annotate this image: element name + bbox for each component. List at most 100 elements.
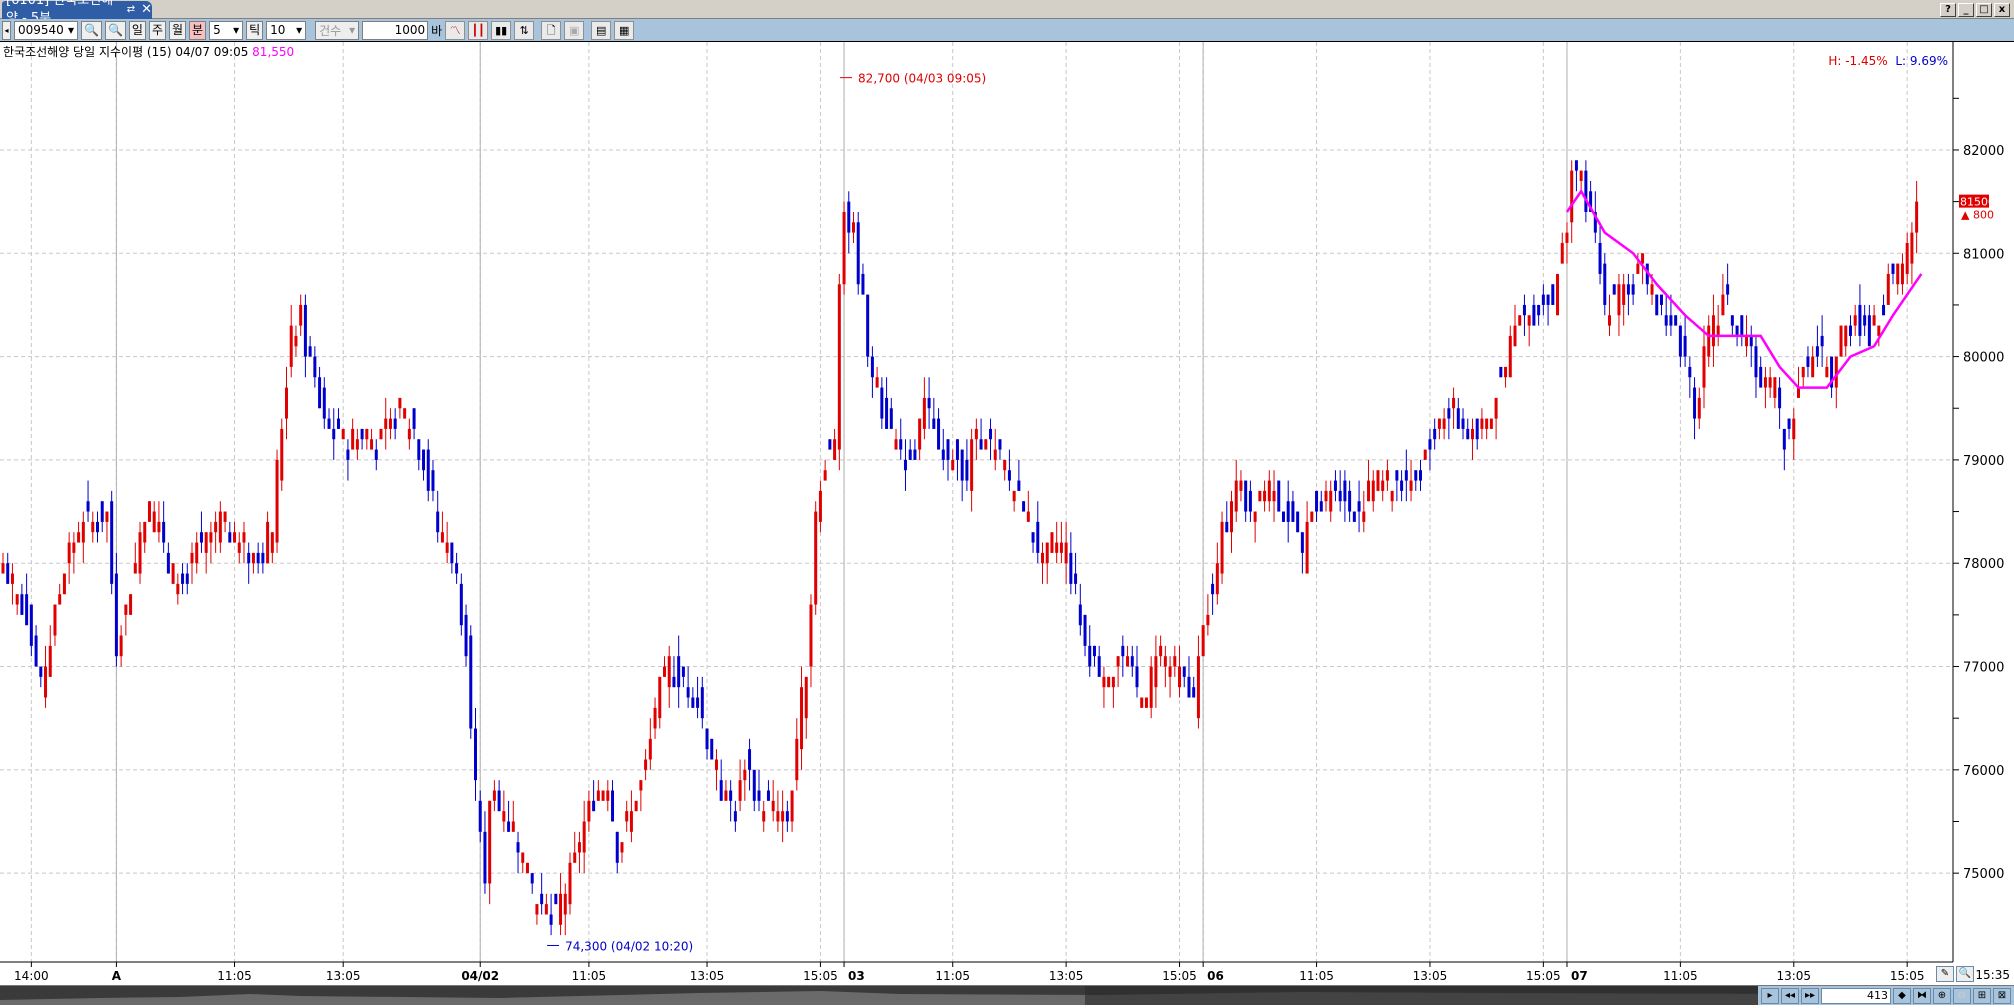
candle-body xyxy=(1220,521,1224,574)
y-tick-label: 82000 xyxy=(1963,144,2004,159)
expand-icon[interactable]: ◆ xyxy=(1893,987,1911,1004)
candle-body xyxy=(351,428,355,450)
maximize-button[interactable]: □ xyxy=(1976,3,1992,17)
candle-body xyxy=(1589,191,1593,212)
candle-body xyxy=(781,811,785,822)
candle-body xyxy=(592,800,596,812)
candle-body xyxy=(544,904,548,915)
candle-body xyxy=(748,749,752,770)
candle-body xyxy=(1848,325,1852,336)
bar-chart-icon[interactable]: ▮▮ xyxy=(491,20,512,40)
tick-combo[interactable]: 10 ▾ xyxy=(266,20,307,40)
zoom-out-icon[interactable]: ⊖ xyxy=(1953,987,1971,1004)
collapse-arrow-icon[interactable]: ◂ xyxy=(2,20,11,40)
candle-body xyxy=(398,397,402,409)
candle-body xyxy=(247,552,251,564)
candle-body xyxy=(1135,666,1139,688)
candle-body xyxy=(1541,294,1545,305)
indicator-title: 한국조선해양 당일 지수이평 (15) 04/07 09:05 xyxy=(3,45,253,59)
candle-body xyxy=(1348,490,1352,512)
help-button[interactable]: ? xyxy=(1940,3,1956,17)
candle-body xyxy=(894,439,898,450)
low-ratio: L: 9.69% xyxy=(1895,54,1948,68)
candle-body xyxy=(573,852,577,863)
candle-body xyxy=(927,397,931,409)
pencil-icon[interactable]: ✎ xyxy=(1936,966,1954,982)
tick-button[interactable]: 틱 xyxy=(246,20,264,40)
bars-count-input[interactable] xyxy=(362,20,429,40)
candle-body xyxy=(644,759,648,770)
current-price-box xyxy=(1959,194,1989,208)
candle-body xyxy=(625,811,629,822)
candle-body xyxy=(1617,284,1621,316)
minimize-button[interactable]: _ xyxy=(1958,3,1974,17)
candle-body xyxy=(157,521,161,533)
candle-body xyxy=(908,449,912,460)
candle-body xyxy=(129,594,133,615)
document-icon[interactable]: 🗋 xyxy=(541,20,562,40)
candle-body xyxy=(856,222,860,285)
up-down-arrow-icon[interactable]: ⇅ xyxy=(514,20,535,40)
period-month-button[interactable]: 월 xyxy=(169,20,187,40)
candle-body xyxy=(251,552,255,564)
candle-body xyxy=(1631,284,1635,295)
candle-body xyxy=(1730,315,1734,326)
reset-icon[interactable]: ⊠ xyxy=(1993,987,2011,1004)
candle-body xyxy=(866,294,870,357)
candle-body xyxy=(790,790,794,822)
candle-body xyxy=(209,532,213,543)
candle-body xyxy=(1688,366,1692,378)
candle-body xyxy=(1069,552,1073,584)
window-tab[interactable]: [6101] 한국조선해양 - 5분 ⇄ ✕ xyxy=(2,0,152,26)
period-minute-button[interactable]: 분 xyxy=(189,20,207,40)
candle-body xyxy=(620,842,624,853)
candle-body xyxy=(488,800,492,884)
current-price-label: 81500 xyxy=(1960,196,1995,209)
search-history-button[interactable]: 🔍 xyxy=(104,20,126,40)
candle-body xyxy=(1272,490,1276,502)
close-tab-icon[interactable]: ✕ xyxy=(141,2,152,17)
candle-body xyxy=(1900,263,1904,285)
zoom-in-icon[interactable]: ⊕ xyxy=(1933,987,1951,1004)
fast-forward-icon[interactable]: ▸▸ xyxy=(1801,987,1819,1004)
candle-body xyxy=(171,563,175,584)
candle-body xyxy=(355,439,359,450)
candle-body xyxy=(1825,366,1829,378)
y-tick-label: 75000 xyxy=(1963,867,2004,882)
close-button[interactable]: x xyxy=(1994,3,2010,17)
candle-body xyxy=(440,532,444,543)
candle-body xyxy=(1419,470,1422,481)
play-icon[interactable]: ▸ xyxy=(1761,987,1779,1004)
magnifier-icon[interactable]: 🔍 xyxy=(1956,966,1974,982)
candle-body xyxy=(1102,676,1106,688)
candle-body xyxy=(308,346,312,357)
candle-body xyxy=(1749,335,1753,347)
candle-body xyxy=(1716,325,1720,336)
price-chart[interactable]: 75000 76000 77000 78000 79000 80000 81000 82000… xyxy=(0,42,2014,985)
x-tick-label: 11:05 xyxy=(1663,969,1698,983)
stock-code-combo[interactable]: 009540 ▾ xyxy=(14,20,78,40)
link-icon[interactable]: ⇄ xyxy=(126,4,136,15)
period-day-button[interactable]: 일 xyxy=(128,20,146,40)
x-tick-label: 11:05 xyxy=(1299,969,1334,983)
chart-navigator[interactable]: ▸ ◂◂ ▸▸ 413 ◆ ⧓ ⊕ ⊖ ⊞ ⊠ xyxy=(0,985,2014,1005)
grid-icon[interactable]: ⊞ xyxy=(1973,987,1991,1004)
candle-chart-icon[interactable]: ┃┃ xyxy=(468,20,489,40)
shrink-icon[interactable]: ⧓ xyxy=(1913,987,1931,1004)
chart-doc-icon[interactable]: ▤ xyxy=(591,20,612,40)
search-button[interactable]: 🔍 xyxy=(81,20,102,40)
candle-body xyxy=(1206,614,1210,626)
period-week-button[interactable]: 주 xyxy=(148,20,166,40)
candle-body xyxy=(1707,325,1711,357)
candle-body xyxy=(403,408,407,419)
price-change-label: ▲ 800 xyxy=(1961,209,1994,222)
candle-body xyxy=(1277,480,1281,512)
table-icon[interactable]: ▦ xyxy=(614,20,635,40)
rewind-icon[interactable]: ◂◂ xyxy=(1781,987,1799,1004)
interval-combo[interactable]: 5 ▾ xyxy=(209,20,244,40)
candle-body xyxy=(1437,418,1441,429)
bar-count-field[interactable]: 413 xyxy=(1821,987,1891,1004)
candle-body xyxy=(1863,315,1867,326)
candle-body xyxy=(535,904,539,915)
trend-line-icon[interactable]: 〽 xyxy=(445,20,466,40)
